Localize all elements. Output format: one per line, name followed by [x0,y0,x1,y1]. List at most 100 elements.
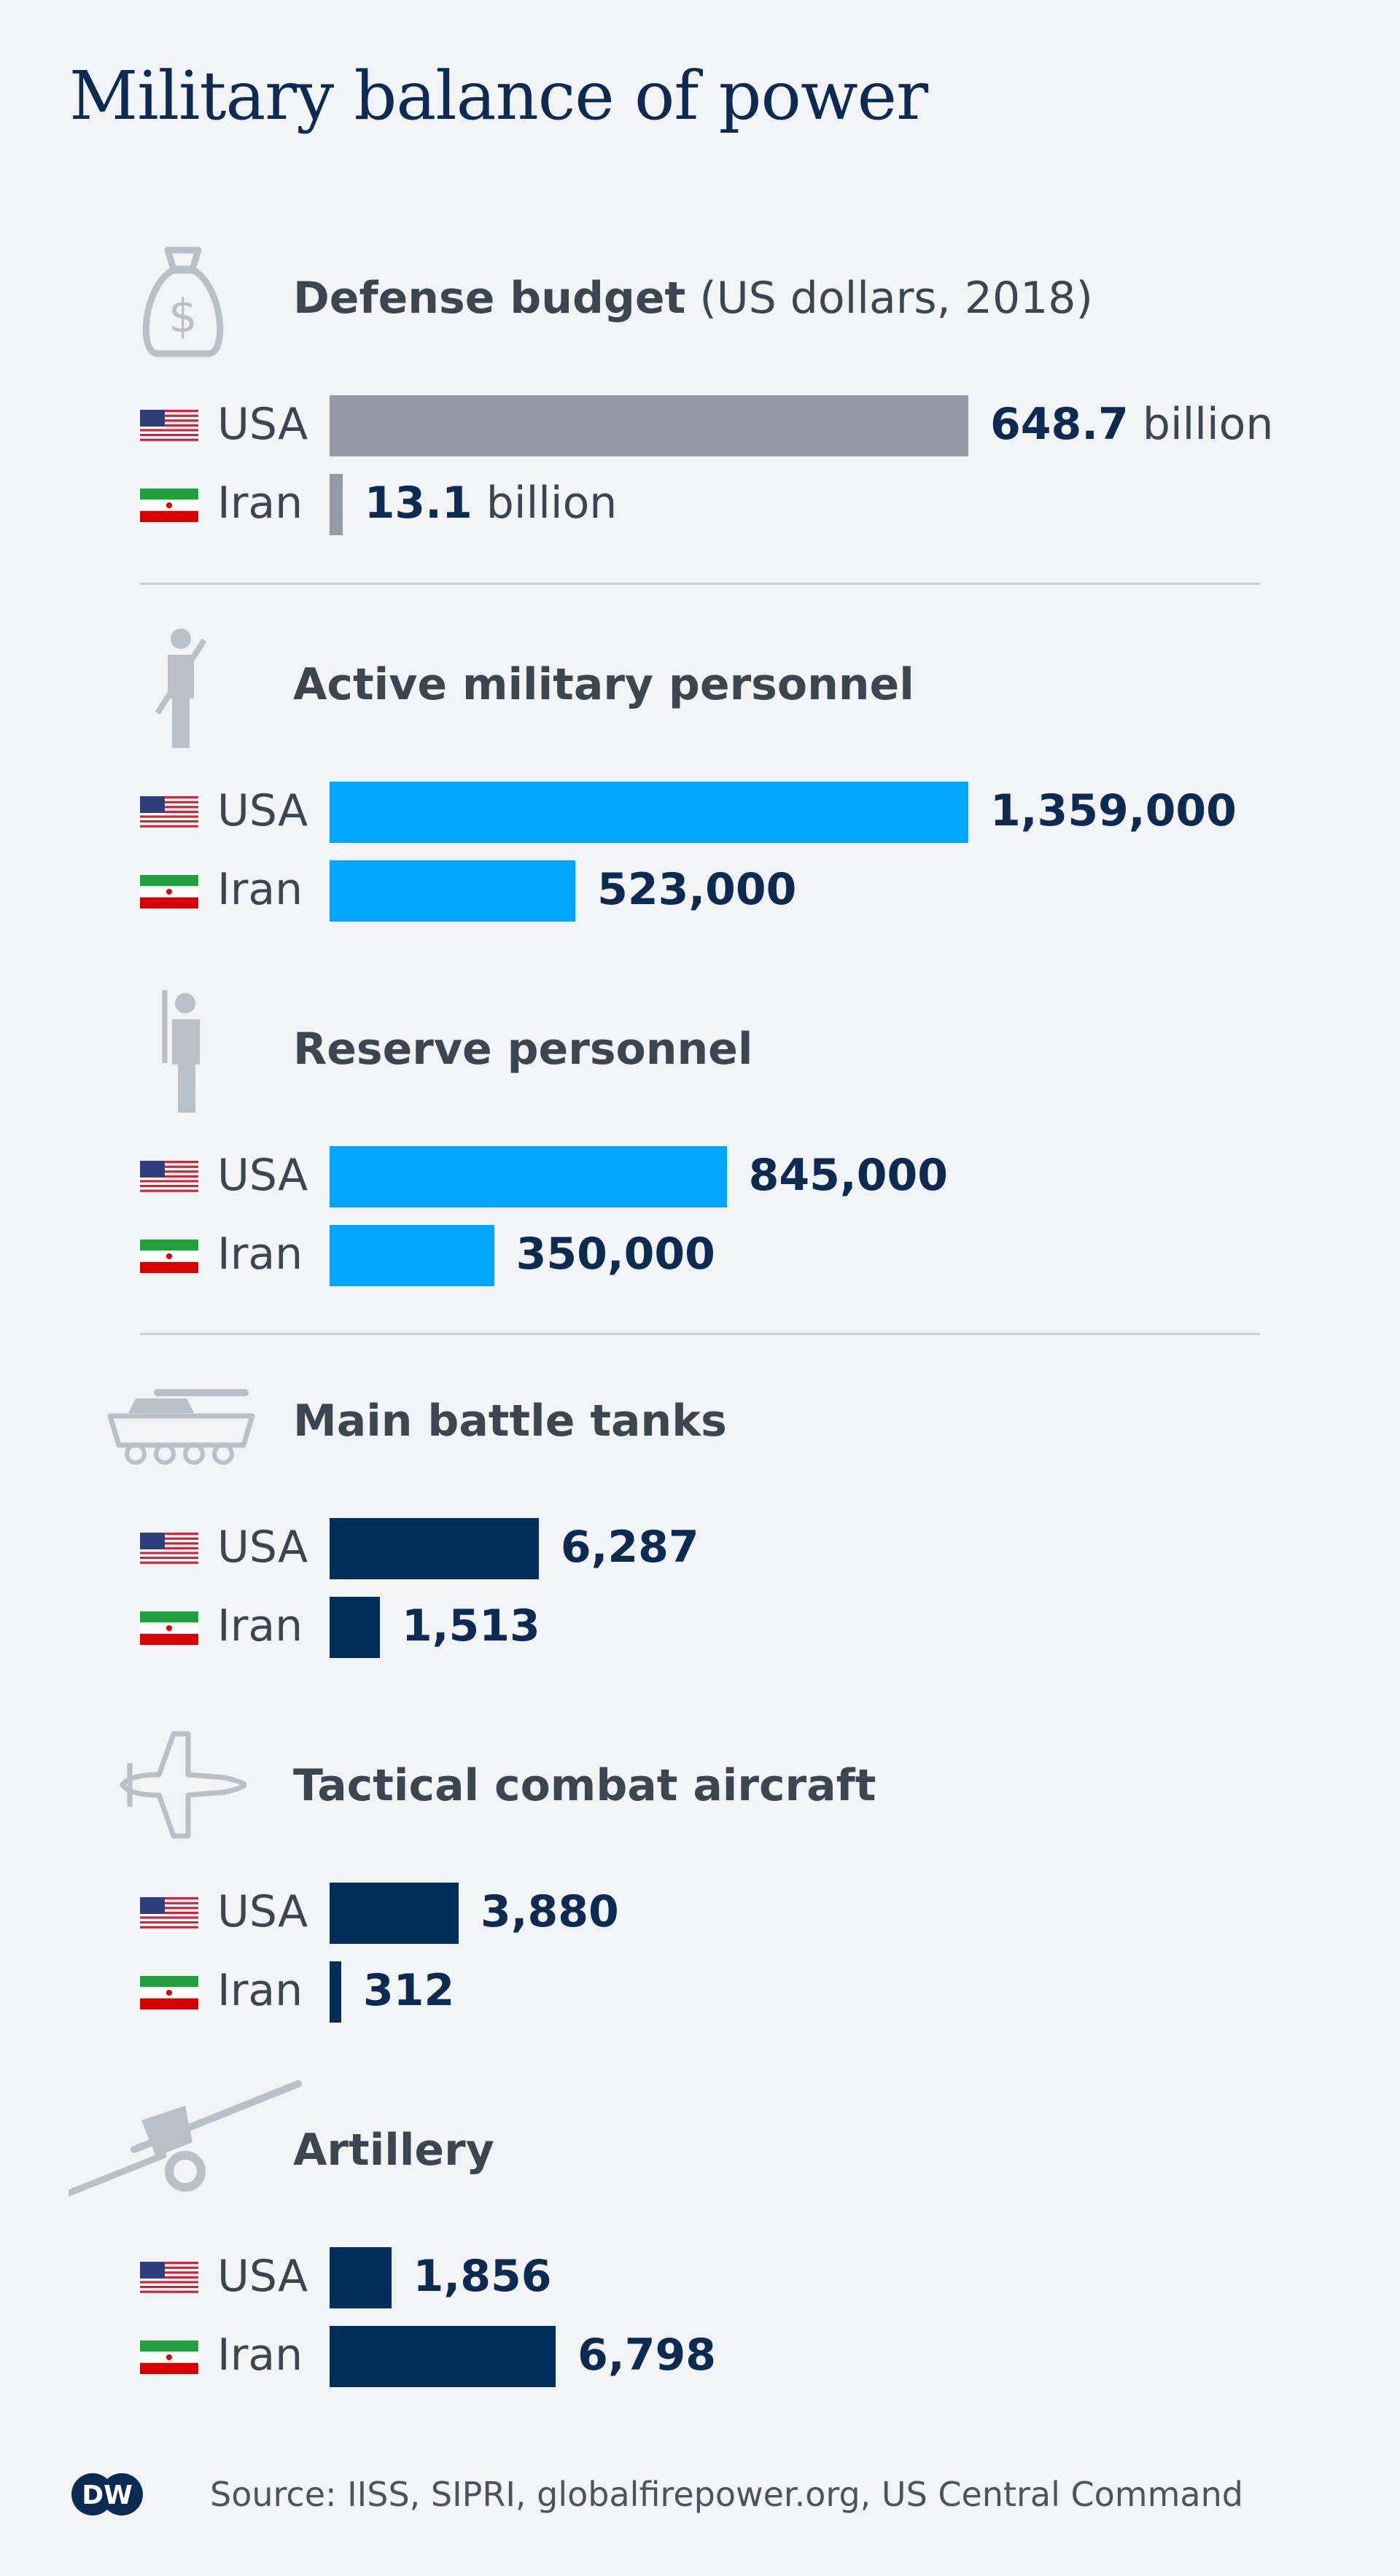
data-label-value: 350,000 [516,1229,715,1280]
chart-title: Tactical combat aircraft [293,1760,876,1811]
bar-row-usa: USA 1,856 [0,2247,1400,2308]
data-label: 3,880 [481,1886,619,1938]
data-label-value: 312 [363,1965,455,2016]
data-label-value: 1,856 [413,2251,552,2302]
data-label-unit: billion [1128,399,1274,450]
iran-flag-icon [140,489,198,522]
data-label-value: 1,359,000 [990,785,1237,836]
chart-title-text: Tactical combat aircraft [293,1760,876,1811]
dw-logo-icon: DW [71,2473,143,2515]
bar [330,1961,341,2023]
category-label: USA [217,785,308,836]
bar [330,2247,392,2308]
bar [330,1597,381,1658]
data-label: 1,359,000 [990,785,1237,837]
tank-icon [106,1378,260,1468]
chart-unit: (US dollars, 2018) [685,273,1093,324]
artillery-icon [65,2077,302,2203]
bar [330,860,576,922]
dw-logo-text: DW [82,2480,133,2510]
us-flag-icon [140,796,198,830]
us-flag-icon [140,2262,198,2295]
iran-flag-icon [140,1611,198,1645]
data-label-value: 523,000 [597,864,797,915]
data-label: 648.7 billion [990,398,1273,451]
bar-row-usa: USA 1,359,000 [0,782,1400,843]
iran-flag-icon [140,1240,198,1273]
divider [140,1333,1260,1335]
category-label: Iran [217,478,303,529]
bar [330,395,968,456]
us-flag-icon [140,1897,198,1931]
chart-title: Artillery [293,2125,494,2176]
category-label: USA [217,1150,308,1201]
data-label-value: 6,287 [560,1522,699,1573]
bar-row-iran: Iran 312 [0,1961,1400,2023]
data-label-value: 3,880 [481,1886,619,1937]
data-label: 1,856 [413,2250,552,2303]
iran-flag-icon [140,1976,198,2009]
money-bag-icon: $ [136,244,230,364]
category-label: Iran [217,864,303,915]
chart-title-text: Active military personnel [293,659,914,710]
data-label: 6,798 [578,2329,716,2381]
divider [140,583,1260,585]
jet-icon [115,1727,248,1846]
bar-row-iran: Iran 6,798 [0,2326,1400,2387]
category-label: Iran [217,2330,303,2381]
page-title: Military balance of power [69,57,928,135]
category-label: Iran [217,1600,303,1651]
data-label-value: 13.1 [364,478,472,529]
bar-row-usa: USA 6,287 [0,1518,1400,1579]
bar-row-iran: Iran 13.1 billion [0,474,1400,535]
bar-row-usa: USA 845,000 [0,1146,1400,1207]
us-flag-icon [140,410,198,443]
data-label-value: 648.7 [990,399,1129,450]
bar [330,474,343,535]
bar-row-iran: Iran 523,000 [0,860,1400,922]
chart-title-text: Reserve personnel [293,1024,753,1075]
category-label: Iran [217,1965,303,2016]
category-label: USA [217,399,308,450]
iran-flag-icon [140,2340,198,2374]
data-label: 350,000 [516,1228,715,1280]
bar [330,1225,494,1286]
data-label-value: 1,513 [402,1600,540,1651]
iran-flag-icon [140,875,198,908]
data-label-value: 845,000 [748,1150,948,1201]
bar-row-usa: USA 648.7 billion [0,395,1400,456]
data-label-unit: billion [472,478,618,529]
bar [330,2326,556,2387]
bar-row-iran: Iran 350,000 [0,1225,1400,1286]
us-flag-icon [140,1533,198,1566]
chart-title: Main battle tanks [293,1396,727,1447]
category-label: USA [217,2251,308,2302]
soldier-icon [152,626,217,752]
reserve-soldier-icon [152,990,217,1117]
category-label: USA [217,1522,308,1573]
chart-title: Defense budget (US dollars, 2018) [293,273,1093,324]
bar-row-usa: USA 3,880 [0,1883,1400,1944]
chart-title-text: Defense budget [293,273,686,324]
data-label: 6,287 [561,1521,699,1573]
svg-text:$: $ [168,289,197,343]
chart-title-text: Artillery [293,2125,494,2176]
data-label: 845,000 [749,1149,948,1202]
bar [330,1146,727,1207]
data-label: 523,000 [597,863,796,916]
chart-title: Reserve personnel [293,1024,752,1075]
us-flag-icon [140,1161,198,1194]
bar-row-iran: Iran 1,513 [0,1597,1400,1658]
bar [330,782,968,843]
bar [330,1883,459,1944]
data-label: 13.1 billion [365,477,618,529]
bar [330,1518,539,1579]
data-label-value: 6,798 [578,2330,716,2381]
data-label: 1,513 [402,1600,540,1652]
category-label: USA [217,1886,308,1937]
chart-title-text: Main battle tanks [293,1396,727,1447]
category-label: Iran [217,1229,303,1280]
data-label: 312 [363,1964,454,2017]
source-note: Source: IISS, SIPRI, globalfirepower.org… [210,2475,1243,2514]
